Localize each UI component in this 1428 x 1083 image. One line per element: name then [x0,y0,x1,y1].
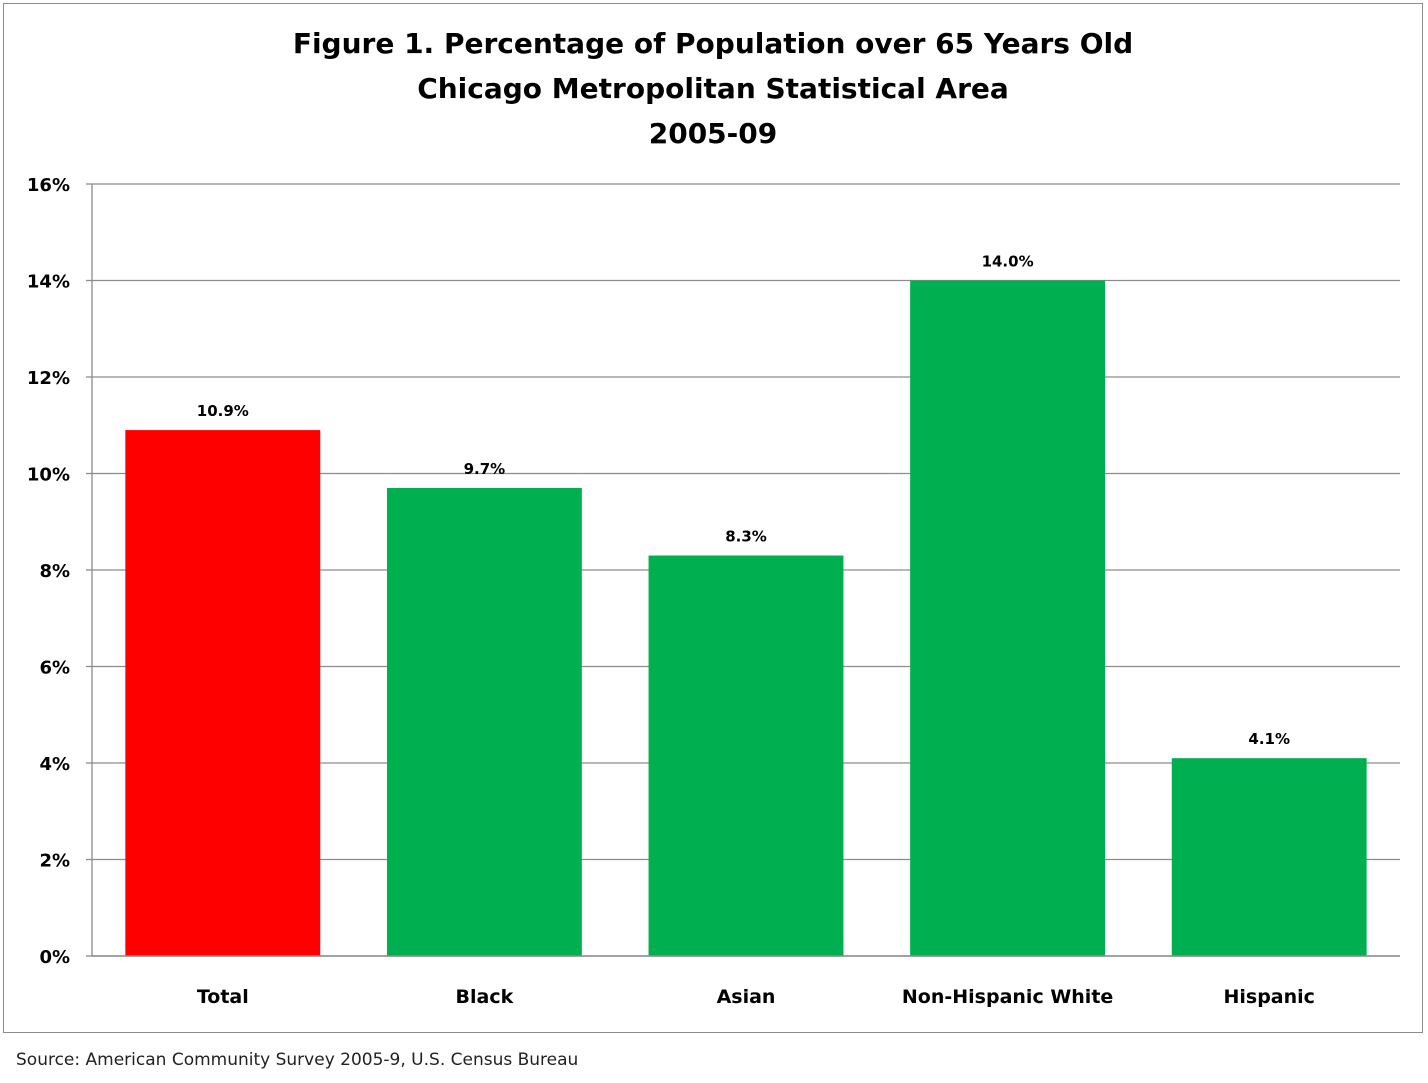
axes [91,184,1400,957]
y-tick-label: 14% [27,272,70,293]
bar-asian [648,555,844,956]
bar-total [125,430,321,956]
data-label: 8.3% [725,528,767,546]
x-axis-category-labels: Total Black Asian Non-Hispanic White Hispani… [197,986,1315,1008]
category-label: Hispanic [1223,986,1314,1008]
bar-non-hispanic-white [910,280,1106,956]
data-labels: 10.9% 9.7% 8.3% 14.0% 4.1% [197,253,1290,749]
source-note: Source: American Community Survey 2005-9… [16,1050,579,1070]
y-tick-label: 16% [27,175,70,196]
chart-title-line-1: Figure 1. Percentage of Population over … [293,27,1133,60]
y-tick-label: 12% [27,368,70,389]
category-label: Black [456,986,514,1008]
data-label: 4.1% [1248,730,1290,748]
y-tick-label: 4% [39,754,70,775]
category-label: Asian [717,986,776,1008]
category-label: Total [197,986,249,1008]
y-tick-label: 8% [39,561,70,582]
bar-hispanic [1171,758,1367,956]
data-label: 9.7% [464,460,506,478]
y-tick-label: 0% [39,947,70,968]
y-tick-label: 2% [39,851,70,872]
data-label: 14.0% [982,253,1034,271]
chart-title-line-2: Chicago Metropolitan Statistical Area [417,72,1009,105]
bar-black [386,487,582,956]
y-tick-label: 10% [27,465,70,486]
y-axis-tick-labels: 0% 2% 4% 6% 8% 10% 12% 14% 16% [27,175,70,968]
chart-title: Figure 1. Percentage of Population over … [293,27,1133,150]
data-label: 10.9% [197,402,249,420]
bar-chart: Figure 1. Percentage of Population over … [27,27,1400,1008]
chart-title-line-3: 2005-09 [649,117,778,150]
y-tick-label: 6% [39,658,70,679]
category-label: Non-Hispanic White [902,986,1113,1008]
bars [125,280,1367,956]
